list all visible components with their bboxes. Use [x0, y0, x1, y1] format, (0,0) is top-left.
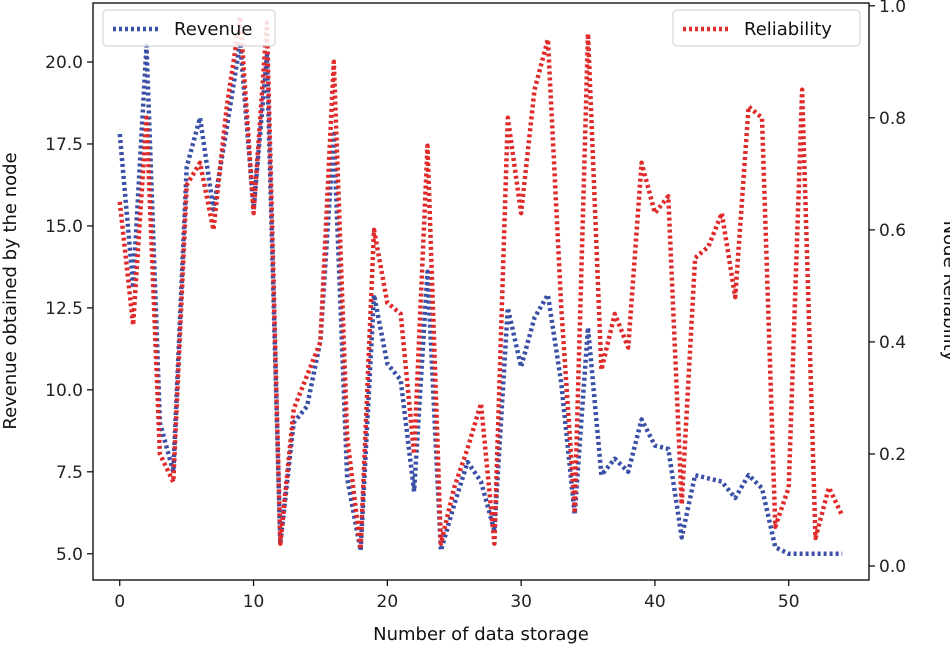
- legend-reliability: Reliability: [672, 9, 861, 47]
- x-tick-label: 10: [243, 592, 265, 612]
- x-tick-label: 40: [644, 592, 666, 612]
- y-tick-label: 5.0: [56, 545, 83, 565]
- legend-reliability-label: Reliability: [744, 19, 832, 40]
- y2-tick-label: 0.0: [879, 557, 906, 577]
- y2-tick-label: 0.4: [879, 333, 906, 353]
- legend-revenue: Revenue: [102, 9, 276, 47]
- x-axis-label: Number of data storage: [373, 624, 589, 645]
- y-tick-label: 17.5: [45, 135, 83, 155]
- x-axis: 0 10 20 30 40 50: [114, 580, 800, 612]
- y-tick-label: 12.5: [45, 299, 83, 319]
- x-tick-label: 50: [778, 592, 800, 612]
- y-tick-label: 7.5: [56, 463, 83, 483]
- y2-tick-label: 0.2: [879, 445, 906, 465]
- legend-reliability-box: [672, 9, 861, 47]
- y2-tick-label: 1.0: [879, 0, 906, 17]
- y-tick-label: 15.0: [45, 217, 83, 237]
- y2-tick-label: 0.6: [879, 221, 906, 241]
- y-tick-label: 20.0: [45, 53, 83, 73]
- y-axis-left: 5.0 7.5 10.0 12.5 15.0 17.5 20.0: [45, 53, 93, 565]
- series-line-revenue: [117, 40, 843, 557]
- y2-axis-label: Node Reliability: [939, 221, 950, 362]
- y-axis-label: Revenue obtained by the node: [0, 152, 21, 429]
- x-tick-label: 0: [114, 592, 125, 612]
- y2-tick-label: 0.8: [879, 109, 906, 129]
- legend-revenue-box: [102, 9, 276, 47]
- y-axis-right: 0.0 0.2 0.4 0.6 0.8 1.0: [869, 0, 906, 577]
- x-tick-label: 20: [377, 592, 399, 612]
- plot-frame: [92, 2, 870, 581]
- legend-revenue-label: Revenue: [174, 19, 252, 40]
- y-tick-label: 10.0: [45, 381, 83, 401]
- x-tick-label: 30: [510, 592, 532, 612]
- series-layer: [117, 14, 845, 557]
